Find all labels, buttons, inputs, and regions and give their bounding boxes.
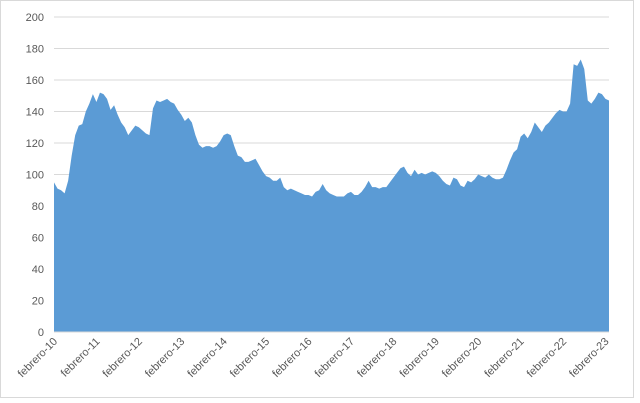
area	[54, 59, 609, 333]
y-tick-label: 200	[26, 12, 44, 24]
y-tick-label: 100	[26, 170, 44, 182]
y-tick-label: 0	[38, 327, 44, 339]
y-tick-label: 40	[32, 264, 44, 276]
y-tick-label: 180	[26, 44, 44, 56]
y-tick-label: 160	[26, 75, 44, 87]
y-tick-label: 140	[26, 107, 44, 119]
y-tick-label: 80	[32, 201, 44, 213]
y-tick-label: 20	[32, 296, 44, 308]
y-tick-label: 60	[32, 233, 44, 245]
y-tick-label: 120	[26, 138, 44, 150]
